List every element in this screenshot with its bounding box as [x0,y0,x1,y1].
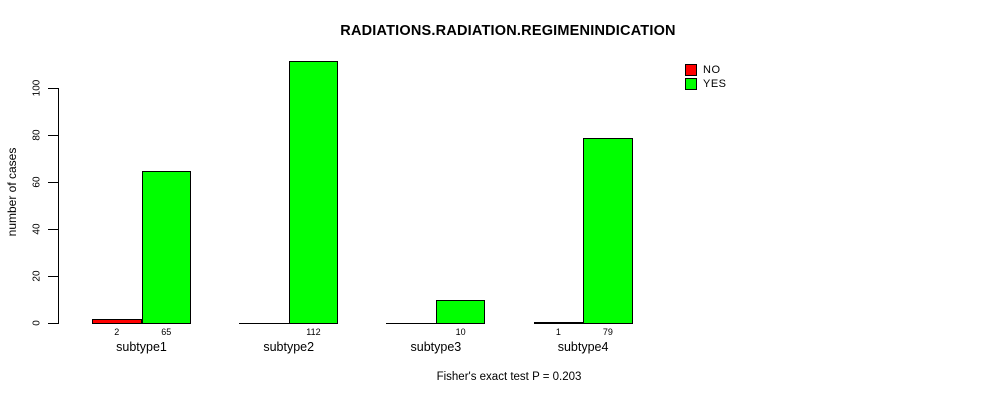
bar-value-label: 2 [114,327,120,337]
bar-value-label: 10 [455,327,466,337]
y-axis-tick [48,88,58,89]
y-axis-tick [48,276,58,277]
bar-no-subtype1 [92,319,142,324]
y-axis-tick-label: 80 [31,129,43,141]
y-axis-line [58,88,59,324]
bar-no-subtype3 [386,323,436,324]
y-axis-tick [48,182,58,183]
y-axis-tick-label: 0 [31,320,43,326]
bar-value-label: 1 [555,327,561,337]
legend-swatch-yes [685,78,697,90]
y-axis-tick-label: 20 [31,270,43,282]
legend-item-no: NO [685,64,727,76]
legend: NO YES [685,64,727,92]
bar-yes-subtype1 [141,171,191,324]
x-category-label: subtype1 [116,340,167,354]
y-axis-tick-label: 40 [31,223,43,235]
chart-title: RADIATIONS.RADIATION.REGIMENINDICATION [340,23,676,39]
bar-no-subtype4 [533,322,584,324]
legend-label: NO [703,64,721,76]
subtitle-fisher-test: Fisher's exact test P = 0.203 [436,371,582,383]
y-axis-tick [48,323,58,324]
bar-value-label: 79 [602,327,613,337]
bar-value-label: 65 [161,327,172,337]
bar-value-label: 112 [306,327,321,337]
bar-no-subtype2 [239,323,289,324]
y-axis-tick [48,229,58,230]
legend-label: YES [703,78,727,90]
legend-swatch-no [685,64,697,76]
x-category-label: subtype3 [410,340,462,354]
y-axis-tick-label: 60 [31,176,43,188]
bar-yes-subtype2 [288,61,339,324]
bar-yes-subtype4 [583,138,633,324]
legend-item-yes: YES [685,78,727,90]
bar-yes-subtype3 [435,300,486,324]
y-axis-tick-label: 100 [31,79,43,97]
y-axis-tick [48,135,58,136]
x-category-label: subtype4 [557,340,609,354]
x-category-label: subtype2 [263,340,315,354]
